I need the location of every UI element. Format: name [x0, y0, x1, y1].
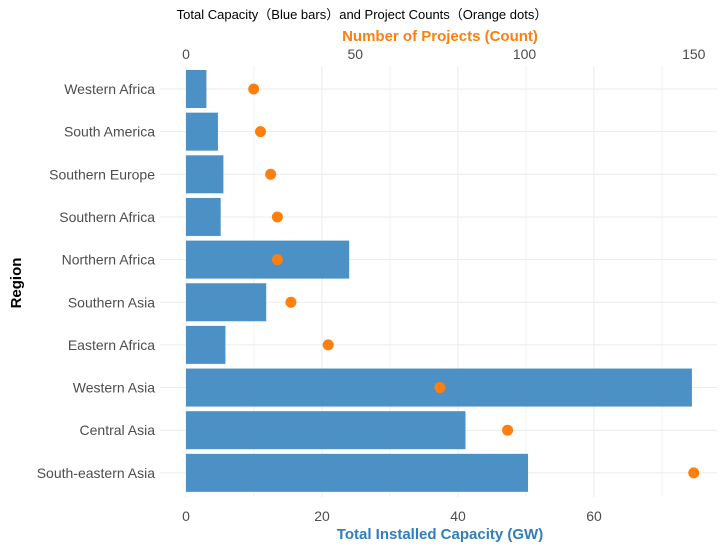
dot-northern-africa [271, 254, 283, 266]
dot-south-eastern-asia [688, 467, 700, 479]
top-tick-label: 50 [347, 46, 363, 62]
bottom-axis-title: Total Installed Capacity (GW) [337, 526, 543, 543]
dots [248, 83, 700, 479]
dot-southern-europe [265, 168, 277, 180]
bar-southern-africa [186, 197, 221, 236]
category-label: Southern Africa [59, 209, 155, 225]
dot-western-asia [434, 382, 446, 394]
top-tick-label: 0 [182, 46, 190, 62]
bottom-tick-label: 0 [182, 508, 190, 524]
category-label: Northern Africa [62, 252, 156, 268]
top-tick-label: 150 [682, 46, 706, 62]
dot-western-africa [248, 83, 260, 95]
dot-southern-africa [271, 211, 283, 223]
category-label: Western Africa [64, 81, 155, 97]
category-label: Central Asia [80, 422, 156, 438]
bar-northern-africa [186, 240, 350, 279]
top-axis-ticks: 0 50 100 150 [182, 46, 706, 62]
category-label: Southern Europe [49, 166, 155, 182]
bar-southern-europe [186, 155, 224, 194]
category-label: South-eastern Asia [37, 465, 156, 481]
top-tick-label: 100 [513, 46, 537, 62]
bar-eastern-africa [186, 325, 226, 364]
bottom-tick-label: 20 [314, 508, 330, 524]
category-label: Eastern Africa [68, 337, 155, 353]
bar-south-america [186, 112, 218, 151]
category-label: South America [64, 124, 155, 140]
dot-south-america [254, 126, 266, 138]
top-axis-title: Number of Projects (Count) [342, 28, 538, 45]
bottom-axis-ticks: 0 20 40 60 [182, 508, 602, 524]
dot-southern-asia [285, 296, 297, 308]
dot-eastern-africa [322, 339, 334, 351]
category-labels: Western Africa South America Southern Euro… [37, 81, 156, 481]
bar-southern-asia [186, 283, 267, 322]
dot-central-asia [502, 424, 514, 436]
bar-central-asia [186, 411, 466, 450]
category-label: Western Asia [73, 380, 155, 396]
bar-south-eastern-asia [186, 453, 529, 492]
bottom-tick-label: 60 [586, 508, 602, 524]
category-label: Southern Asia [68, 294, 155, 310]
bar-western-africa [186, 70, 207, 108]
y-axis-title: Region [8, 258, 25, 309]
bottom-tick-label: 40 [450, 508, 466, 524]
chart-title: Total Capacity（Blue bars）and Project Cou… [177, 7, 548, 22]
bars [186, 70, 692, 492]
